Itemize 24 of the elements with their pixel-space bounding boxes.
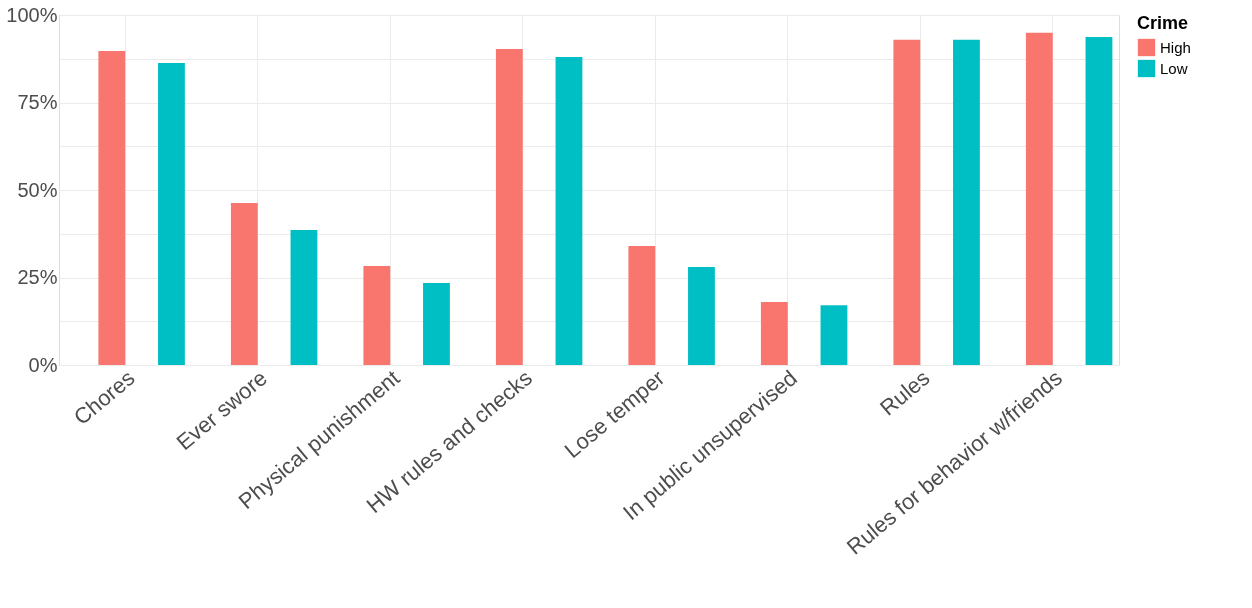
bar — [98, 51, 126, 365]
bar — [628, 246, 656, 365]
bar — [820, 305, 848, 365]
y-tick-label: 0% — [28, 353, 58, 376]
y-tick-label: 25% — [17, 266, 58, 288]
bar — [893, 39, 921, 365]
bar — [1085, 37, 1113, 365]
legend-label: Low — [1160, 59, 1188, 77]
y-tick-label: 100% — [6, 3, 58, 26]
legend-title: Crime — [1137, 13, 1189, 33]
bar — [423, 283, 450, 365]
y-tick-label: 75% — [17, 91, 58, 113]
bar — [555, 57, 583, 365]
bar — [495, 48, 523, 365]
bar — [363, 265, 391, 365]
legend-label: High — [1160, 38, 1191, 56]
bar — [290, 229, 318, 365]
bar — [953, 39, 980, 365]
bar — [688, 267, 715, 365]
bar — [760, 302, 788, 365]
bar — [230, 202, 258, 365]
y-tick-label: 50% — [17, 178, 58, 201]
bar — [1025, 32, 1053, 365]
bar — [158, 62, 185, 365]
